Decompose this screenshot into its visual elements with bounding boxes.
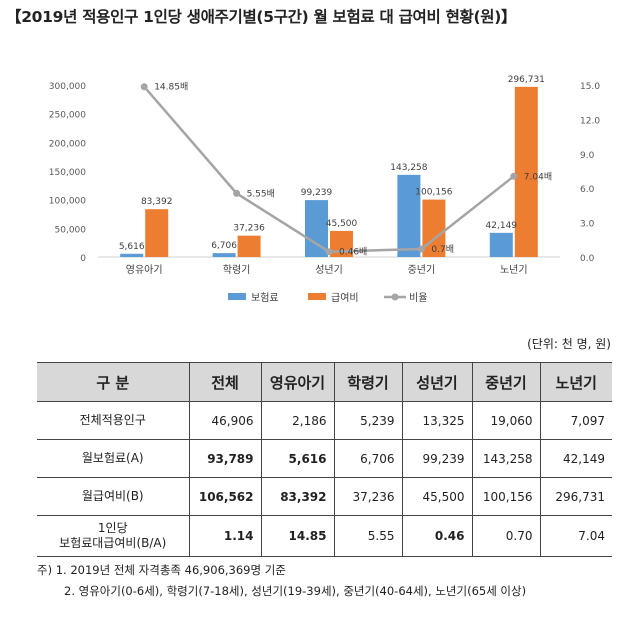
table-cell: 19,060: [471, 401, 541, 440]
data-label-비율: 0.46배: [339, 247, 367, 258]
y-right-tick-label: 12.0: [580, 116, 600, 126]
page-title: 【2019년 적용인구 1인당 생애주기별(5구간) 월 보험료 대 급여비 현…: [6, 8, 517, 26]
x-tick-label: 성년기: [315, 264, 343, 276]
legend-swatch-marker: [391, 293, 399, 301]
table-cell: 99,239: [401, 439, 473, 478]
data-label-비율: 14.85배: [154, 82, 188, 93]
table-cell: 7.04: [539, 515, 612, 557]
footnote: 주) 1. 2019년 전체 자격총족 46,906,369명 기준: [37, 563, 286, 577]
point-비율: [510, 172, 518, 180]
table-cell: 296,731: [539, 477, 612, 516]
table-cell: 143,258: [471, 439, 541, 478]
table-cell: 100,156: [471, 477, 541, 516]
row-header: 월보험료(A): [37, 439, 190, 478]
table-header-row: 구 분 전체 영유아기 학령기 성년기 중년기 노년기: [37, 362, 612, 402]
y-right-tick-label: 15.0: [580, 82, 600, 92]
table-row: 1인당 보험료대급여비(B/A) 1.14 14.85 5.55 0.46 0.70 7.04: [37, 515, 612, 557]
column-header: 구 분: [37, 362, 190, 402]
x-tick-label: 노년기: [500, 264, 528, 276]
data-label-급여비: 37,236: [233, 224, 265, 234]
table-cell: 2,186: [260, 401, 335, 440]
column-header: 성년기: [401, 362, 473, 402]
data-label-급여비: 45,500: [326, 219, 358, 229]
table-row: 전체적용인구 46,906 2,186 5,239 13,325 19,060 7,097: [37, 401, 612, 440]
legend-swatch: [308, 293, 326, 300]
x-tick-label: 학령기: [223, 264, 251, 276]
y-right-tick-label: 3.0: [580, 220, 595, 230]
data-label-보험료: 6,706: [211, 241, 237, 251]
table-cell: 5,616: [260, 439, 335, 478]
bar-급여비: [514, 86, 538, 257]
column-header: 영유아기: [260, 362, 335, 402]
data-label-보험료: 143,258: [390, 163, 427, 173]
table-cell: 42,149: [539, 439, 612, 478]
row-header: 1인당 보험료대급여비(B/A): [37, 515, 190, 557]
table-cell: 5,239: [333, 401, 403, 440]
point-비율: [233, 189, 241, 197]
legend-label: 급여비: [331, 292, 359, 304]
point-비율: [417, 245, 425, 253]
y-right-tick-label: 0.0: [580, 254, 595, 264]
data-label-급여비: 83,392: [141, 197, 173, 207]
y-right-tick-label: 9.0: [580, 151, 595, 161]
data-table: 구 분 전체 영유아기 학령기 성년기 중년기 노년기 전체적용인구 46,906 2,186 5…: [37, 362, 612, 557]
table-row: 월보험료(A) 93,789 5,616 6,706 99,239 143,258 42,1…: [37, 439, 612, 478]
data-label-비율: 7.04배: [524, 171, 552, 182]
table-cell: 5.55: [333, 515, 403, 557]
y-right-tick-label: 6.0: [580, 185, 595, 195]
table-cell: 14.85: [260, 515, 335, 557]
y-left-tick-label: 50,000: [55, 225, 87, 235]
x-tick-label: 중년기: [408, 264, 436, 276]
table-cell: 0.46: [401, 515, 473, 557]
table-cell: 7,097: [539, 401, 612, 440]
column-header: 학령기: [333, 362, 403, 402]
table-cell: 0.70: [471, 515, 541, 557]
table-cell: 13,325: [401, 401, 473, 440]
bar-보험료: [305, 200, 328, 257]
y-left-tick-label: 150,000: [49, 168, 86, 178]
y-left-tick-label: 250,000: [49, 111, 86, 121]
data-label-비율: 0.7배: [431, 244, 454, 255]
bar-보험료: [212, 253, 236, 257]
table-cell: 83,392: [260, 477, 335, 516]
table-cell: 1.14: [188, 515, 262, 557]
unit-label: (단위: 천 명, 원): [527, 337, 611, 351]
row-header: 전체적용인구: [37, 401, 190, 440]
y-left-tick-label: 200,000: [49, 139, 86, 149]
y-left-tick-label: 100,000: [49, 197, 86, 207]
data-label-보험료: 5,616: [119, 242, 145, 252]
point-비율: [325, 248, 333, 256]
column-header: 노년기: [539, 362, 612, 402]
footnote: 2. 영유아기(0-6세), 학령기(7-18세), 성년기(19-39세), …: [64, 584, 527, 598]
row-header: 월급여비(B): [37, 477, 190, 516]
table-row: 월급여비(B) 106,562 83,392 37,236 45,500 100,156 2…: [37, 477, 612, 516]
table-cell: 106,562: [188, 477, 262, 516]
column-header: 중년기: [471, 362, 541, 402]
y-left-tick-label: 300,000: [49, 82, 86, 92]
bar-급여비: [145, 209, 169, 257]
legend-label: 보험료: [251, 292, 279, 304]
table-cell: 6,706: [333, 439, 403, 478]
bar-보험료: [120, 253, 144, 257]
data-label-급여비: 296,731: [508, 75, 545, 85]
x-tick-label: 영유아기: [126, 264, 163, 276]
legend-label: 비율: [409, 292, 427, 304]
data-label-보험료: 42,149: [486, 221, 518, 231]
bar-급여비: [237, 235, 261, 257]
point-비율: [140, 83, 148, 91]
data-label-비율: 5.55배: [247, 188, 275, 199]
data-label-보험료: 99,239: [301, 188, 333, 198]
combo-chart: 0 50,000 100,000 150,000 200,000 250,000 300,0…: [49, 75, 601, 304]
table-cell: 45,500: [401, 477, 473, 516]
bar-보험료: [489, 232, 513, 257]
footnotes: 주) 1. 2019년 전체 자격총족 46,906,369명 기준 2. 영유…: [37, 560, 526, 602]
column-header: 전체: [188, 362, 262, 402]
table-cell: 93,789: [188, 439, 262, 478]
data-label-급여비: 100,156: [415, 188, 452, 198]
legend-swatch: [228, 293, 246, 300]
y-left-tick-label: 0: [80, 254, 86, 264]
bar-보험료: [397, 174, 421, 257]
table-cell: 46,906: [188, 401, 262, 440]
table-cell: 37,236: [333, 477, 403, 516]
